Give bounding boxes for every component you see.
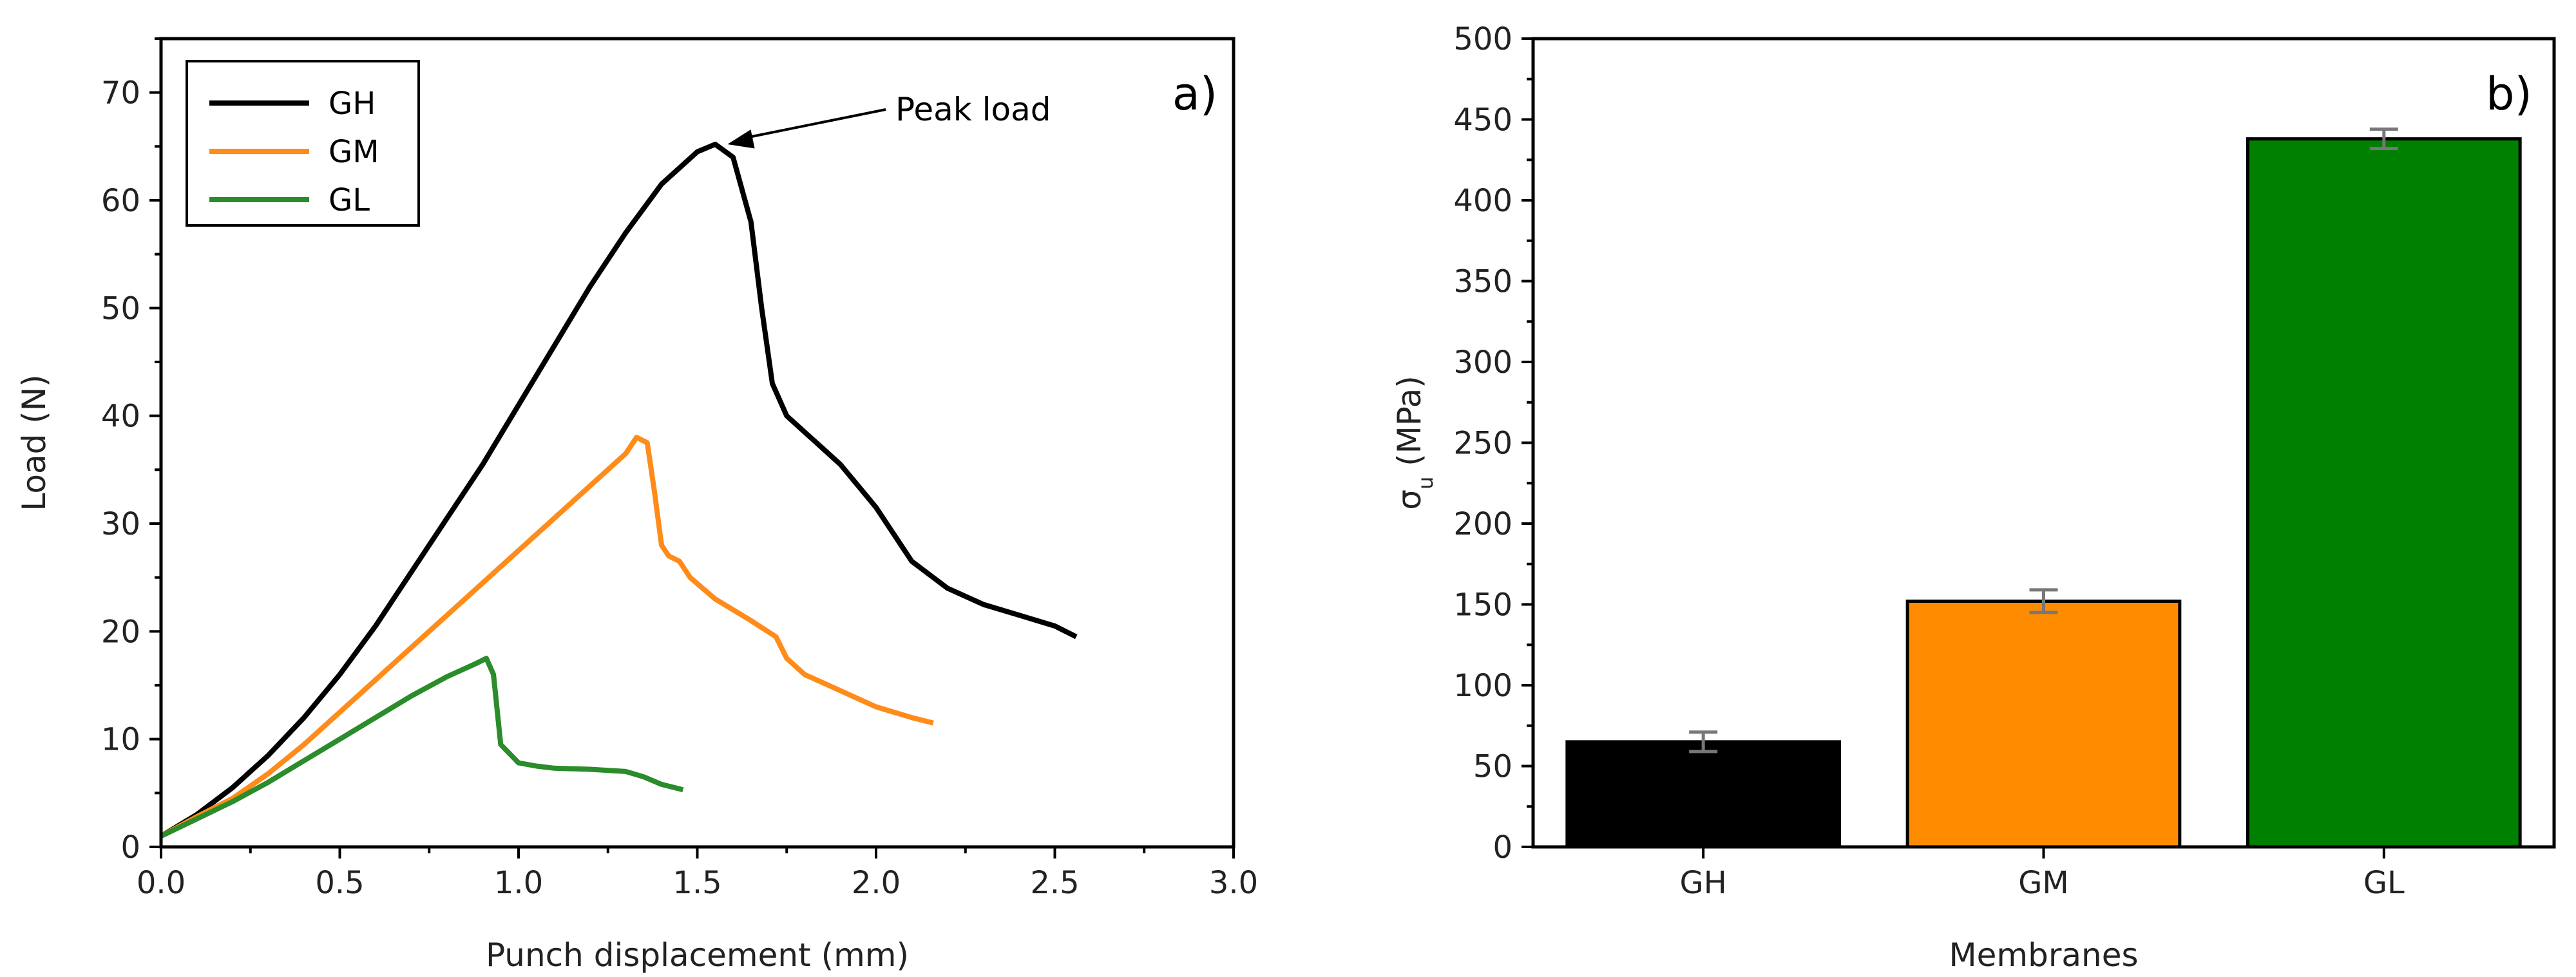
b-y-axis-title-subscript: u: [1413, 477, 1438, 489]
b-y-tick-label: 500: [1453, 21, 1512, 57]
a-y-axis-title: Load (N): [15, 374, 53, 511]
a-x-tick-label: 2.5: [1030, 865, 1079, 901]
error-bar-gm: [2029, 588, 2058, 614]
bar-gm: [1905, 599, 2182, 849]
a-y-tick-label: 50: [101, 290, 140, 327]
b-x-tick-label: GH: [1680, 865, 1727, 901]
a-x-axis-title: Punch displacement (mm): [486, 936, 909, 974]
b-x-axis-title: Membranes: [1949, 936, 2138, 974]
b-x-tick-label: GM: [2018, 865, 2069, 901]
a-x-tick-label: 1.5: [673, 865, 721, 901]
peak-load-label: Peak load: [895, 91, 1051, 128]
peak-load-arrow-head: [727, 129, 755, 149]
a-legend: GH GM GL: [186, 60, 420, 227]
legend-label-gl: GL: [329, 182, 370, 218]
b-y-tick-label: 400: [1453, 183, 1512, 219]
b-y-tick-label: 350: [1453, 264, 1512, 300]
b-y-tick-label: 300: [1453, 345, 1512, 381]
a-y-tick-label: 70: [101, 75, 140, 111]
series-line-gh: [159, 142, 1078, 839]
a-y-tick-label: 20: [101, 614, 140, 650]
b-y-tick-label: 200: [1453, 506, 1512, 542]
b-y-axis-title-unit: (MPa): [1391, 375, 1428, 477]
bar-gl: [2246, 137, 2522, 849]
b-y-tick-label: 150: [1453, 587, 1512, 623]
panel-b-bar-chart: GH GM GL 0 50 100 150 200 250 300 350 400 450 500 Me…: [1391, 21, 2556, 974]
b-y-tick-label: 250: [1453, 426, 1512, 462]
a-y-tick-label: 30: [101, 506, 140, 542]
a-x-tick-label: 0.5: [315, 865, 364, 901]
peak-load-arrow-line: [745, 108, 886, 139]
b-y-tick-label: 0: [1493, 830, 1512, 866]
b-y-axis-title: σu (MPa): [1391, 375, 1438, 510]
b-y-tick-label: 50: [1473, 749, 1512, 785]
a-y-tick-label: 0: [120, 830, 140, 866]
error-bar-gh: [1689, 730, 1718, 754]
a-x-tick-label: 1.0: [494, 865, 543, 901]
legend-label-gh: GH: [329, 86, 376, 122]
a-x-tick-label: 3.0: [1209, 865, 1258, 901]
bar-gh: [1565, 740, 1841, 849]
b-y-tick-label: 450: [1453, 102, 1512, 138]
b-panel-label: b): [2486, 68, 2532, 120]
a-x-tick-label: 2.0: [852, 865, 901, 901]
panel-a-line-chart: 0.0 0.5 1.0 1.5 2.0 2.5 3.0 0 10 20 30 40 50 60 70 Pu…: [15, 37, 1258, 974]
a-x-tick-label: 0.0: [137, 865, 186, 901]
series-line-gm: [160, 435, 934, 839]
legend-label-gm: GM: [329, 134, 379, 170]
b-y-tick-label: 100: [1453, 668, 1512, 704]
a-y-tick-label: 60: [101, 183, 140, 219]
series-line-gl: [160, 656, 684, 839]
peak-load-annotation: Peak load: [727, 91, 1051, 149]
a-y-tick-label: 40: [101, 399, 140, 435]
a-panel-label: a): [1172, 68, 1217, 120]
error-bar-gl: [2369, 128, 2398, 151]
a-y-tick-label: 10: [101, 722, 140, 758]
b-y-axis-title-symbol: σ: [1391, 489, 1428, 510]
b-x-tick-label: GL: [2363, 865, 2405, 901]
